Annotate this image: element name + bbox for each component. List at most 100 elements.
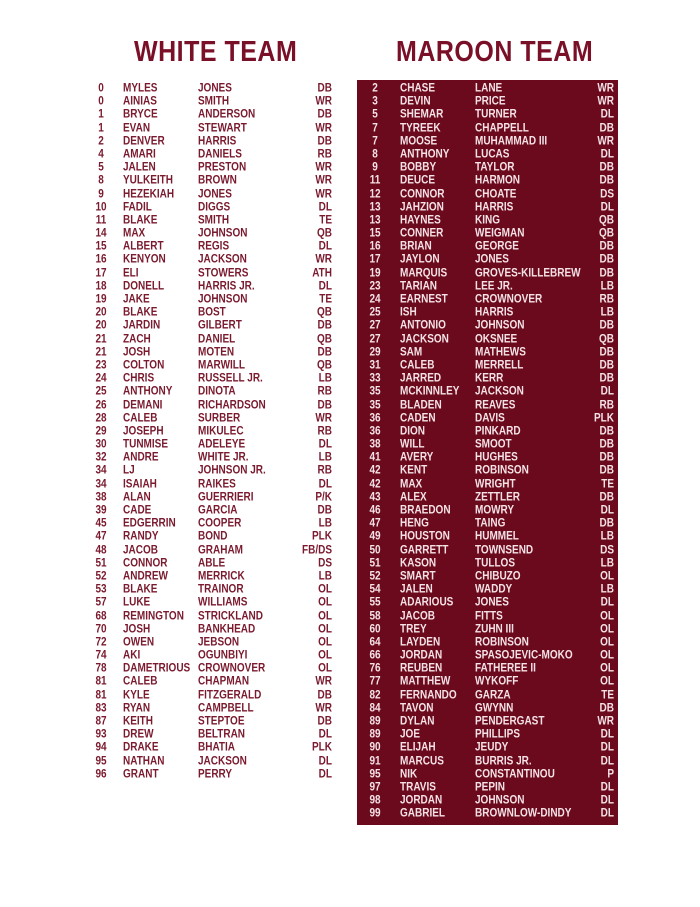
roster-row: 38 ALAN GUERRIERI P/K	[88, 491, 334, 504]
position: RB	[317, 424, 332, 438]
jersey-number: 35	[369, 385, 381, 399]
jersey-number: 93	[95, 728, 107, 742]
jersey-number: 17	[369, 253, 381, 267]
position: P/K	[315, 490, 332, 504]
last-name: STRICKLAND	[198, 609, 263, 623]
first-name: TREY	[400, 622, 427, 636]
last-name: DANIELS	[198, 147, 242, 162]
last-name: MARWILL	[198, 358, 246, 373]
first-name: ALAN	[123, 490, 151, 504]
roster-row: 16 KENYON JACKSON WR	[88, 253, 334, 266]
first-name: ANTHONY	[400, 147, 450, 162]
roster-row: 8 YULKEITH BROWN WR	[88, 174, 334, 187]
maroon-team-title: MAROON TEAM	[396, 35, 594, 69]
roster-row: 27 ANTONIO JOHNSON DB	[360, 319, 616, 332]
first-name: DEVIN	[400, 95, 431, 109]
position: DB	[317, 134, 332, 148]
first-name: DENVER	[123, 134, 165, 148]
first-name: BLAKE	[123, 583, 158, 597]
position: PLK	[594, 411, 614, 425]
position: WR	[315, 121, 332, 135]
last-name: DAVIS	[475, 411, 505, 425]
first-name: DONELL	[123, 279, 165, 293]
jersey-number: 64	[369, 635, 381, 649]
jersey-number: 19	[95, 292, 107, 307]
first-name: ELI	[123, 266, 139, 280]
last-name: JOHNSON	[198, 226, 248, 241]
roster-row: 12 CONNOR CHOATE DS	[360, 187, 616, 201]
first-name: CONNOR	[123, 556, 168, 570]
position: TE	[319, 292, 332, 307]
position: OL	[318, 662, 332, 676]
last-name: DANIEL	[198, 332, 236, 346]
last-name: BELTRAN	[198, 728, 246, 742]
position: DL	[600, 728, 614, 742]
jersey-number: 95	[95, 754, 107, 768]
jersey-number: 8	[372, 147, 378, 162]
position: DB	[599, 517, 614, 531]
roster-row: 52 ANDREW MERRICK LB	[88, 570, 334, 583]
position: QB	[599, 226, 614, 241]
first-name: JAKE	[123, 292, 150, 307]
roster-row: 72 OWEN JEBSON OL	[88, 636, 334, 649]
last-name: LUCAS	[475, 147, 510, 162]
jersey-number: 34	[95, 464, 107, 478]
last-name: MERRELL	[475, 358, 524, 373]
last-name: MOWRY	[475, 503, 515, 518]
last-name: COOPER	[198, 517, 242, 531]
position: FB/DS	[302, 543, 332, 557]
first-name: TRAVIS	[400, 780, 436, 795]
roster-row: 64 LAYDEN ROBINSON OL	[360, 636, 616, 649]
first-name: DEUCE	[400, 174, 436, 188]
first-name: BRIAN	[400, 240, 432, 254]
jersey-number: 55	[369, 596, 381, 610]
position: DB	[599, 451, 614, 465]
roster-row: 39 CADE GARCIA DB	[88, 504, 334, 517]
last-name: CAMPBELL	[198, 701, 254, 715]
roster-row: 94 DRAKE BHATIA PLK	[88, 741, 334, 754]
last-name: STEWART	[198, 121, 247, 135]
first-name: TAVON	[400, 701, 434, 715]
jersey-number: 91	[369, 754, 381, 768]
first-name: REMINGTON	[123, 609, 184, 623]
jersey-number: 70	[95, 622, 107, 636]
position: TE	[319, 213, 332, 227]
last-name: DIGGS	[198, 200, 231, 214]
jersey-number: 94	[95, 741, 107, 755]
roster-row: 84 TAVON GWYNN DB	[360, 702, 616, 715]
first-name: KYLE	[123, 688, 150, 702]
first-name: GRANT	[123, 767, 159, 781]
roster-row: 36 DION PINKARD DB	[360, 425, 616, 438]
roster-row: 20 BLAKE BOST QB	[88, 306, 334, 319]
jersey-number: 74	[95, 648, 107, 663]
last-name: MUHAMMAD III	[475, 134, 548, 148]
first-name: BLAKE	[123, 213, 158, 227]
roster-row: 31 CALEB MERRELL DB	[360, 359, 616, 372]
jersey-number: 2	[372, 81, 378, 96]
position: WR	[315, 95, 332, 109]
first-name: REUBEN	[400, 662, 443, 676]
jersey-number: 87	[95, 714, 107, 729]
position: DL	[318, 279, 332, 293]
last-name: SMITH	[198, 213, 230, 227]
roster-row: 78 DAMETRIOUS CROWNOVER OL	[88, 662, 334, 675]
last-name: GROVES-KILLEBREW	[475, 266, 581, 280]
jersey-number: 15	[369, 226, 381, 241]
last-name: HARRIS	[475, 306, 514, 320]
last-name: RUSSELL JR.	[198, 372, 263, 386]
roster-row: 32 ANDRE WHITE JR. LB	[88, 451, 334, 464]
position: QB	[317, 358, 332, 373]
jersey-number: 9	[98, 187, 104, 201]
last-name: JEBSON	[198, 635, 240, 649]
roster-row: 57 LUKE WILLIAMS OL	[88, 596, 334, 609]
roster-row: 29 SAM MATHEWS DB	[360, 346, 616, 359]
last-name: GARCIA	[198, 503, 238, 518]
jersey-number: 25	[95, 385, 107, 399]
position: P	[607, 767, 614, 781]
first-name: CALEB	[123, 411, 158, 425]
roster-row: 17 ELI STOWERS ATH	[88, 267, 334, 280]
jersey-number: 35	[369, 398, 381, 412]
roster-row: 30 TUNMISE ADELEYE DL	[88, 438, 334, 451]
first-name: WILL	[400, 437, 425, 452]
position: WR	[315, 161, 332, 175]
